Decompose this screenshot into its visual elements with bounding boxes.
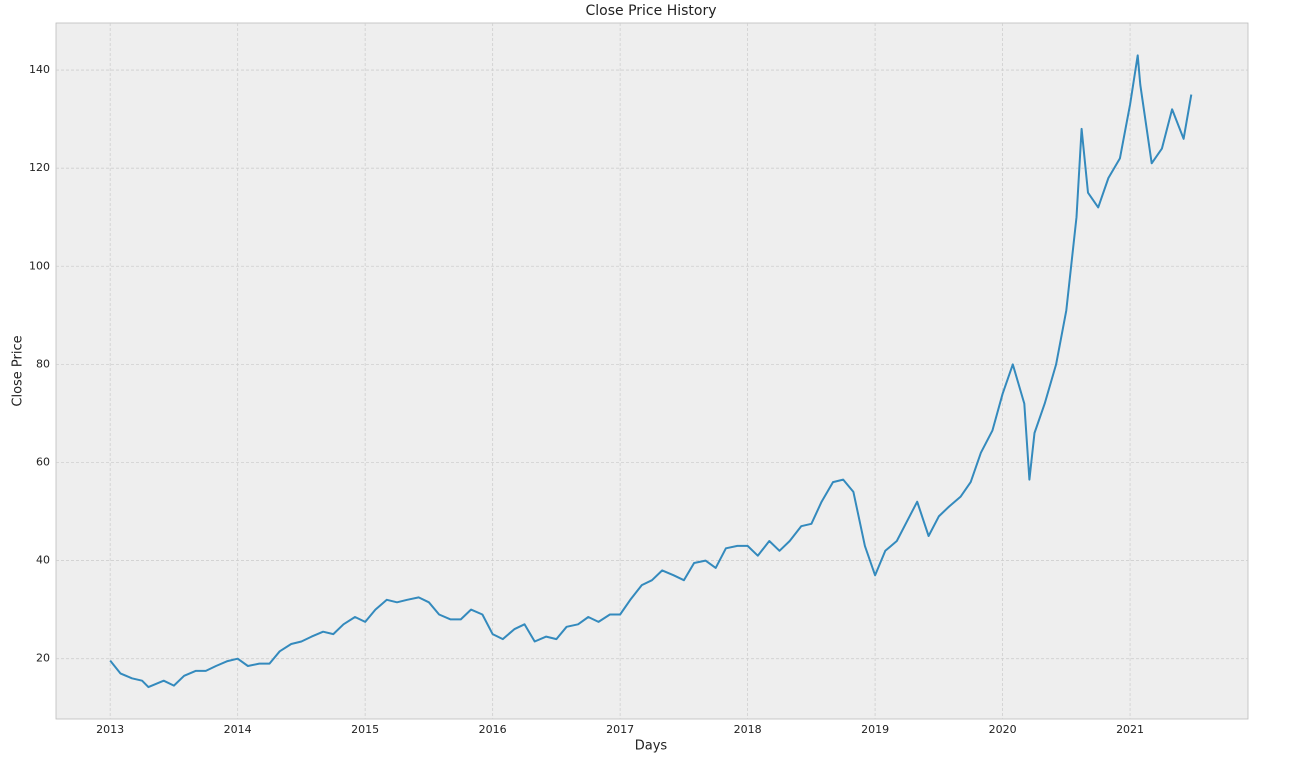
y-tick-label: 140 — [29, 63, 50, 76]
y-tick-label: 100 — [29, 259, 50, 272]
y-tick-label: 80 — [36, 357, 50, 370]
x-tick-label: 2017 — [606, 723, 634, 736]
plot-area — [55, 22, 1249, 720]
x-tick-label: 2014 — [224, 723, 252, 736]
x-tick-label: 2020 — [989, 723, 1017, 736]
x-tick-label: 2021 — [1116, 723, 1144, 736]
x-tick-label: 2013 — [96, 723, 124, 736]
y-tick-label: 40 — [36, 554, 50, 567]
y-axis-label: Close Price — [11, 335, 26, 406]
y-tick-label: 120 — [29, 161, 50, 174]
x-tick-label: 2016 — [479, 723, 507, 736]
x-tick-label: 2019 — [861, 723, 889, 736]
x-tick-label: 2015 — [351, 723, 379, 736]
price-line — [109, 54, 1193, 689]
chart-title: Close Price History — [586, 3, 717, 19]
y-tick-label: 60 — [36, 455, 50, 468]
x-axis-label: Days — [635, 739, 668, 754]
y-tick-label: 20 — [36, 652, 50, 665]
x-tick-label: 2018 — [734, 723, 762, 736]
